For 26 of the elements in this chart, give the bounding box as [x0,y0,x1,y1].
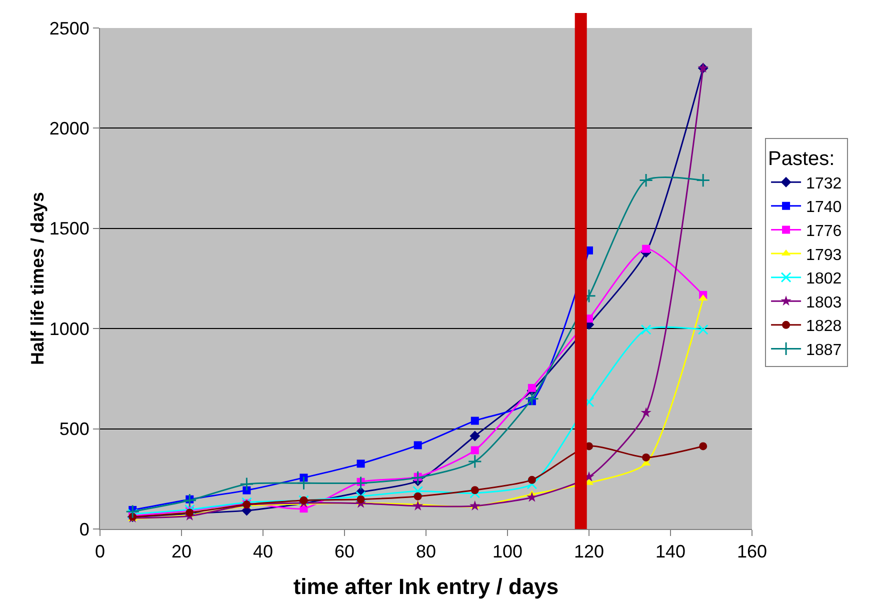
y-tick-label: 2500 [49,18,90,38]
y-axis-title: Half life times / days [27,192,48,366]
y-tick-label: 2000 [49,118,90,138]
legend-label: 1776 [806,222,842,240]
x-tick-label: 120 [574,542,604,562]
x-axis-title: time after Ink entry / days [293,574,559,599]
x-tick-label: 40 [252,542,274,562]
y-tick-label: 0 [79,519,90,540]
x-tick-label: 60 [334,542,355,562]
x-tick-label: 20 [171,542,192,562]
legend-label: 1828 [806,318,842,336]
legend-label: 1802 [806,270,842,288]
y-tick-label: 1000 [49,318,90,339]
legend-label: 1793 [806,246,842,264]
y-tick-label: 500 [59,419,90,440]
legend-label: 1887 [806,342,842,359]
x-tick-label: 160 [736,542,768,562]
x-tick-label: 100 [492,542,523,562]
legend-title: Pastes: [768,148,835,170]
x-tick-label: 80 [416,542,436,562]
legend-label: 1740 [806,199,842,216]
x-tick-label: 0 [94,542,106,562]
x-tick-label: 140 [655,542,686,562]
legend-label: 1803 [806,294,842,312]
y-tick-label: 1500 [49,218,90,239]
legend-label: 1732 [806,175,842,192]
